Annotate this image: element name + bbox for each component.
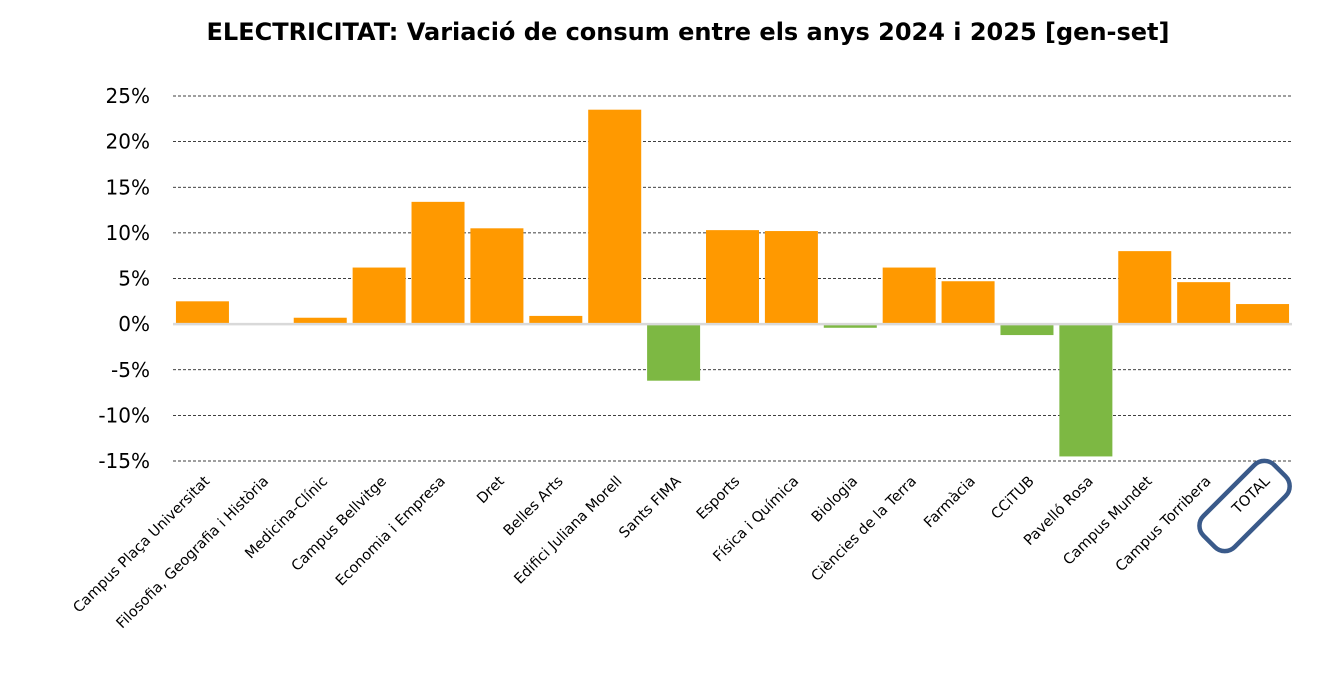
bar — [1236, 304, 1290, 325]
y-tick-label: 10% — [106, 221, 150, 245]
bar — [411, 201, 465, 325]
x-tick-label: Biologia — [809, 474, 861, 526]
x-tick-label: Edifici Juliana Morell — [512, 474, 626, 588]
total-highlight-box — [1197, 458, 1292, 554]
y-tick-label: -10% — [98, 403, 150, 427]
x-tick-label: Belles Arts — [501, 474, 567, 540]
bar — [1000, 324, 1054, 336]
bar — [293, 317, 347, 325]
x-tick-label: Economia i Empresa — [333, 474, 449, 590]
y-tick-label: 20% — [106, 130, 150, 154]
bar — [1118, 251, 1172, 325]
bars — [175, 109, 1290, 457]
bar — [529, 315, 583, 325]
bar — [1059, 324, 1113, 457]
x-tick-label: Ciències de la Terra — [809, 474, 920, 585]
bar — [941, 281, 995, 325]
x-tick-label: Esports — [694, 474, 743, 523]
bar — [352, 267, 406, 325]
x-tick-label: TOTAL — [1229, 474, 1274, 519]
chart-title: ELECTRICITAT: Variació de consum entre e… — [207, 18, 1170, 46]
bar — [175, 301, 229, 325]
bar — [882, 267, 936, 325]
bar — [823, 324, 877, 328]
y-tick-label: -5% — [111, 358, 150, 382]
bar — [470, 228, 524, 325]
y-tick-label: -15% — [98, 449, 150, 473]
x-tick-label: Sants FIMA — [616, 473, 684, 541]
bar — [647, 324, 701, 381]
bar — [705, 230, 760, 325]
x-tick-label: CCiTUB — [989, 474, 1038, 523]
y-tick-label: 0% — [118, 312, 150, 336]
y-tick-label: 15% — [106, 175, 150, 199]
x-tick-label: Farmàcia — [921, 474, 979, 532]
highlight-outline — [1197, 458, 1292, 554]
bar — [588, 109, 642, 325]
bar — [764, 231, 818, 325]
x-tick-label: Dret — [474, 473, 508, 507]
y-tick-label: 5% — [118, 267, 150, 291]
y-tick-label: 25% — [106, 84, 150, 108]
bar — [1177, 282, 1231, 325]
y-axis-ticks: 25% 20% 15% 10% 5% 0% -5% -10% -15% — [98, 84, 150, 473]
